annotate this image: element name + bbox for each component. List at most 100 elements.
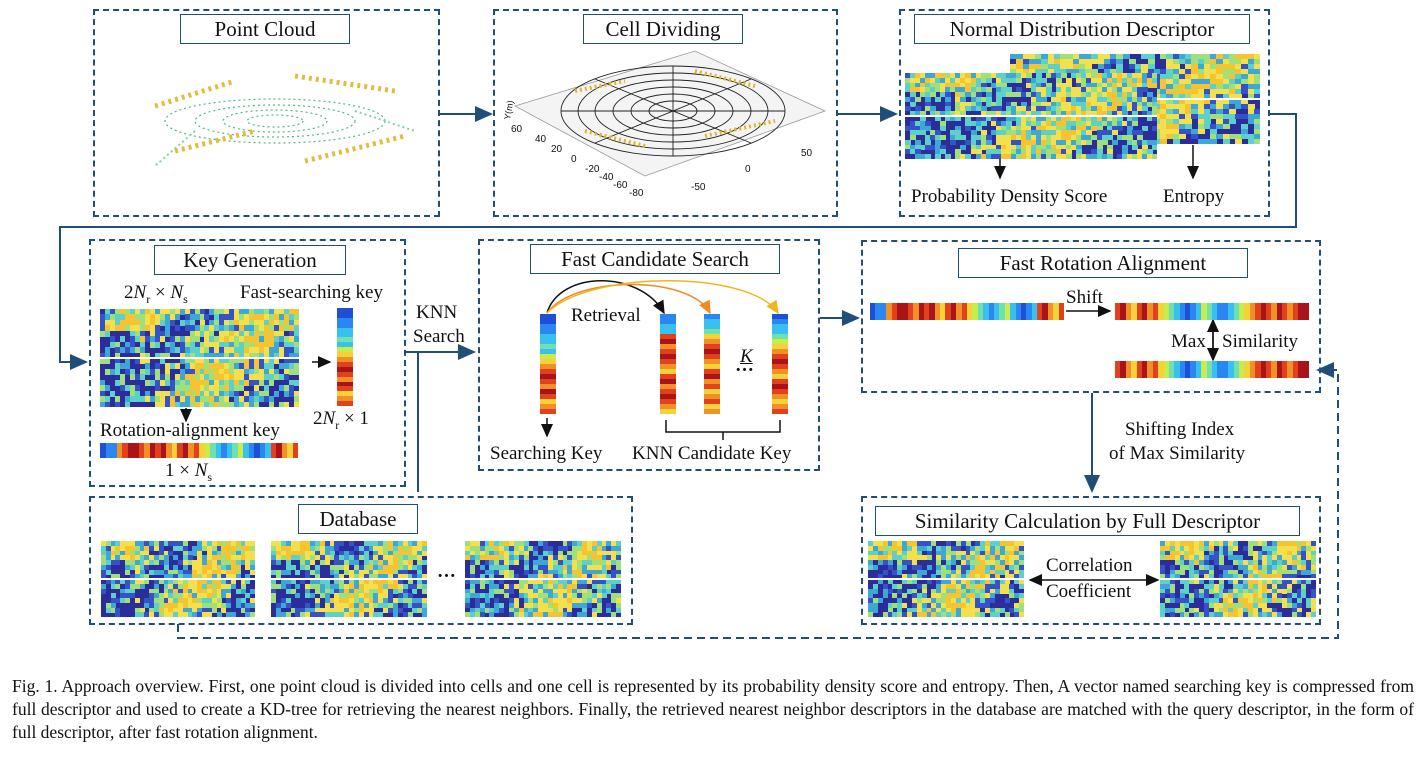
heatmap-cell (119, 319, 125, 326)
heatmap-cell (104, 368, 110, 375)
heatmap-cell (199, 385, 205, 392)
heatmap-cell (214, 374, 220, 381)
heatmap-cell (1005, 125, 1012, 131)
heatmap-cell (1197, 99, 1205, 104)
heatmap-cell (1031, 92, 1037, 98)
heatmap-cell (269, 374, 275, 381)
heatmap-cell (1121, 111, 1128, 117)
heatmap-cell (204, 325, 210, 332)
heatmap-cell (562, 612, 568, 617)
heatmap-cell (290, 555, 296, 561)
heatmap-cell (950, 77, 957, 83)
heatmap-cell (1281, 602, 1287, 608)
heatmap-cell (508, 569, 514, 575)
heatmap-cell (1020, 130, 1027, 136)
heatmap-cell (230, 612, 236, 617)
heatmap-cell (1185, 129, 1192, 134)
heatmap-cell (271, 555, 276, 561)
heatmap-cell (187, 593, 193, 599)
heatmap-cell (1218, 602, 1224, 608)
bar-segment (540, 359, 556, 364)
heatmap-cell (368, 579, 374, 584)
heatmap-cell (1179, 588, 1185, 594)
heatmap-cell (926, 555, 932, 561)
heatmap-cell (955, 96, 962, 102)
heatmap-divider (465, 578, 621, 580)
heatmap-cell (244, 358, 250, 364)
heatmap-cell (184, 390, 190, 397)
heatmap-cell (887, 541, 893, 546)
heatmap-cell (125, 588, 131, 594)
bar-segment (337, 327, 353, 333)
heatmap-cell (216, 602, 222, 608)
heatmap-cell (179, 352, 185, 359)
heatmap-cell (970, 545, 976, 551)
heatmap-cell (975, 87, 982, 93)
heatmap-cell (254, 319, 260, 326)
heatmap-cell (159, 390, 165, 397)
heatmap-cell (577, 564, 583, 570)
heatmap-cell (1311, 593, 1316, 599)
heatmap-cell (1257, 569, 1263, 575)
heatmap-cell (1203, 602, 1209, 608)
heatmap-cell (178, 569, 183, 575)
heatmap-cell (960, 135, 967, 141)
heatmap-cell (234, 330, 240, 337)
heatmap-cell (995, 154, 1002, 159)
heatmap-cell (1131, 144, 1138, 150)
heatmap-cell (129, 579, 135, 584)
heatmap-cell (941, 579, 947, 584)
heatmap-cell (1131, 73, 1138, 78)
heatmap-cell (1277, 588, 1282, 594)
heatmap-cell (402, 574, 408, 580)
heatmap-cell (1267, 598, 1273, 603)
heatmap-cell (1111, 116, 1118, 121)
bar-segment (1222, 303, 1229, 320)
heatmap-cell (872, 541, 878, 546)
heatmap-cell (158, 593, 164, 599)
heatmap-cell (209, 325, 215, 332)
heatmap-cell (269, 309, 275, 315)
bar-segment (1020, 303, 1027, 320)
heatmap-cell (310, 560, 315, 565)
heatmap-cell (1267, 612, 1273, 617)
heatmap-cell (1005, 144, 1012, 150)
heatmap-cell (975, 598, 981, 603)
bar-segment (122, 443, 128, 458)
heatmap-cell (1046, 73, 1053, 78)
heatmap-cell (245, 602, 251, 608)
heatmap-cell (388, 607, 393, 613)
heatmap-cell (1242, 602, 1248, 608)
heatmap-cell (1116, 106, 1123, 112)
heatmap-cell (344, 602, 350, 608)
heatmap-cell (523, 550, 529, 556)
heatmap-cell (339, 607, 345, 613)
fast-rotation-title: Fast Rotation Alignment (958, 248, 1248, 278)
bar-segment (1271, 361, 1278, 378)
heatmap-cell (324, 545, 330, 551)
heatmap-cell (134, 583, 140, 589)
heatmap-cell (921, 588, 927, 594)
heatmap-cell (239, 374, 245, 381)
bar-segment (1228, 303, 1235, 320)
bar-segment (929, 303, 936, 320)
heatmap-cell (946, 574, 951, 580)
heatmap-cell (294, 379, 299, 386)
heatmap-cell (239, 352, 245, 359)
heatmap-cell (1178, 114, 1186, 119)
heatmap-cell (1222, 59, 1230, 64)
heatmap-cell (960, 602, 966, 608)
similarity-label: Similarity (1222, 331, 1298, 352)
heatmap-cell (1291, 593, 1297, 599)
heatmap-cell (1051, 135, 1058, 141)
heatmap-cell (950, 593, 956, 599)
heatmap-cell (586, 555, 592, 561)
heatmap-cell (1235, 54, 1242, 59)
heatmap-cell (139, 607, 145, 613)
heatmap-cell (178, 593, 183, 599)
bar-segment (1201, 361, 1208, 378)
heatmap-cell (1286, 583, 1292, 589)
heatmap-cell (1110, 69, 1117, 74)
bar-segment (540, 384, 556, 389)
heatmap-cell (1184, 541, 1190, 546)
